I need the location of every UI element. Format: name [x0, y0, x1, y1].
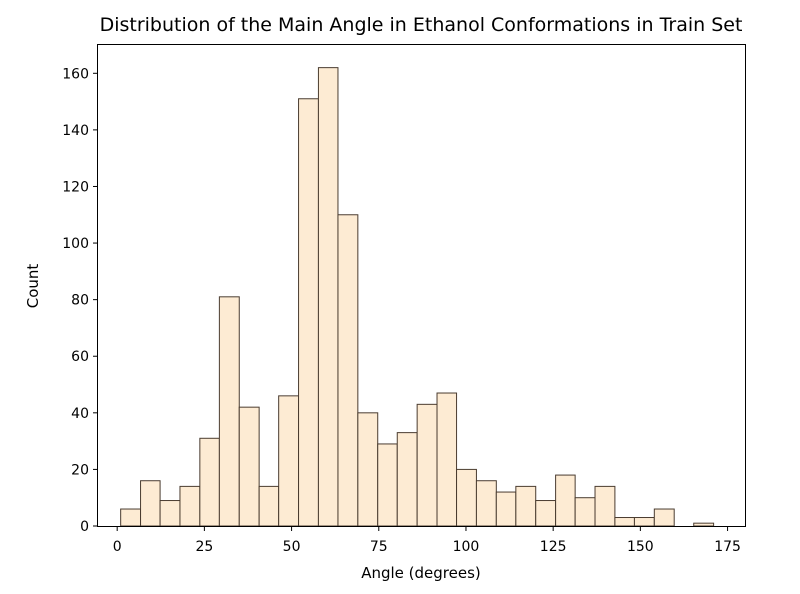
y-tick-label: 100 [62, 236, 89, 252]
x-axis-ticks: 0 25 50 75 100 125 150 175 [113, 526, 741, 555]
x-tick-label: 100 [453, 539, 480, 555]
y-tick-label: 140 [62, 123, 89, 139]
histogram-bar [653, 508, 675, 527]
histogram-bar [179, 485, 201, 527]
y-axis-ticks: 0 20 40 60 80 100 120 140 160 [62, 66, 98, 535]
histogram-bar [594, 485, 616, 527]
x-tick-label: 25 [195, 539, 213, 555]
histogram-bar [456, 468, 477, 527]
y-axis-label: Count [24, 264, 42, 309]
histogram-bar [495, 491, 517, 527]
histogram-bar [436, 392, 458, 527]
chart-title: Distribution of the Main Angle in Ethano… [100, 14, 743, 36]
histogram-bar [693, 522, 715, 527]
histogram-bar [515, 485, 537, 527]
histogram-bar [278, 395, 300, 527]
x-tick-label: 125 [540, 539, 567, 555]
x-tick-label: 150 [627, 539, 654, 555]
y-tick-label: 80 [71, 293, 89, 309]
histogram-bar [377, 443, 398, 527]
histogram-bar [555, 474, 576, 527]
x-axis-label: Angle (degrees) [361, 564, 481, 582]
histogram-bar [199, 437, 220, 527]
histogram-bar [357, 412, 379, 527]
histogram-bar [475, 480, 497, 527]
histogram-bar [258, 485, 280, 527]
histogram-bar [218, 296, 240, 527]
x-tick-label: 50 [283, 539, 301, 555]
x-tick-label: 0 [113, 539, 122, 555]
histogram-bar [298, 98, 319, 527]
histogram-bar [416, 403, 438, 527]
histogram-bar [574, 497, 596, 527]
histogram-bar [120, 508, 142, 527]
histogram-bar [159, 500, 181, 527]
y-tick-label: 120 [62, 179, 89, 195]
histogram-bar [337, 214, 359, 527]
histogram-bar [614, 517, 635, 527]
y-tick-label: 40 [71, 406, 89, 422]
plot-frame [97, 44, 746, 527]
histogram-bar [633, 517, 655, 527]
histogram-bar [535, 500, 557, 527]
y-tick-label: 20 [71, 462, 89, 478]
histogram-bar [140, 480, 161, 527]
histogram-bar [238, 406, 260, 527]
y-tick-label: 0 [80, 519, 89, 535]
histogram-bar [317, 67, 339, 527]
y-tick-label: 160 [62, 66, 89, 82]
histogram-bar [396, 432, 418, 527]
x-tick-label: 75 [370, 539, 388, 555]
y-tick-label: 60 [71, 349, 89, 365]
x-tick-label: 175 [714, 539, 741, 555]
bars-group [120, 67, 715, 527]
